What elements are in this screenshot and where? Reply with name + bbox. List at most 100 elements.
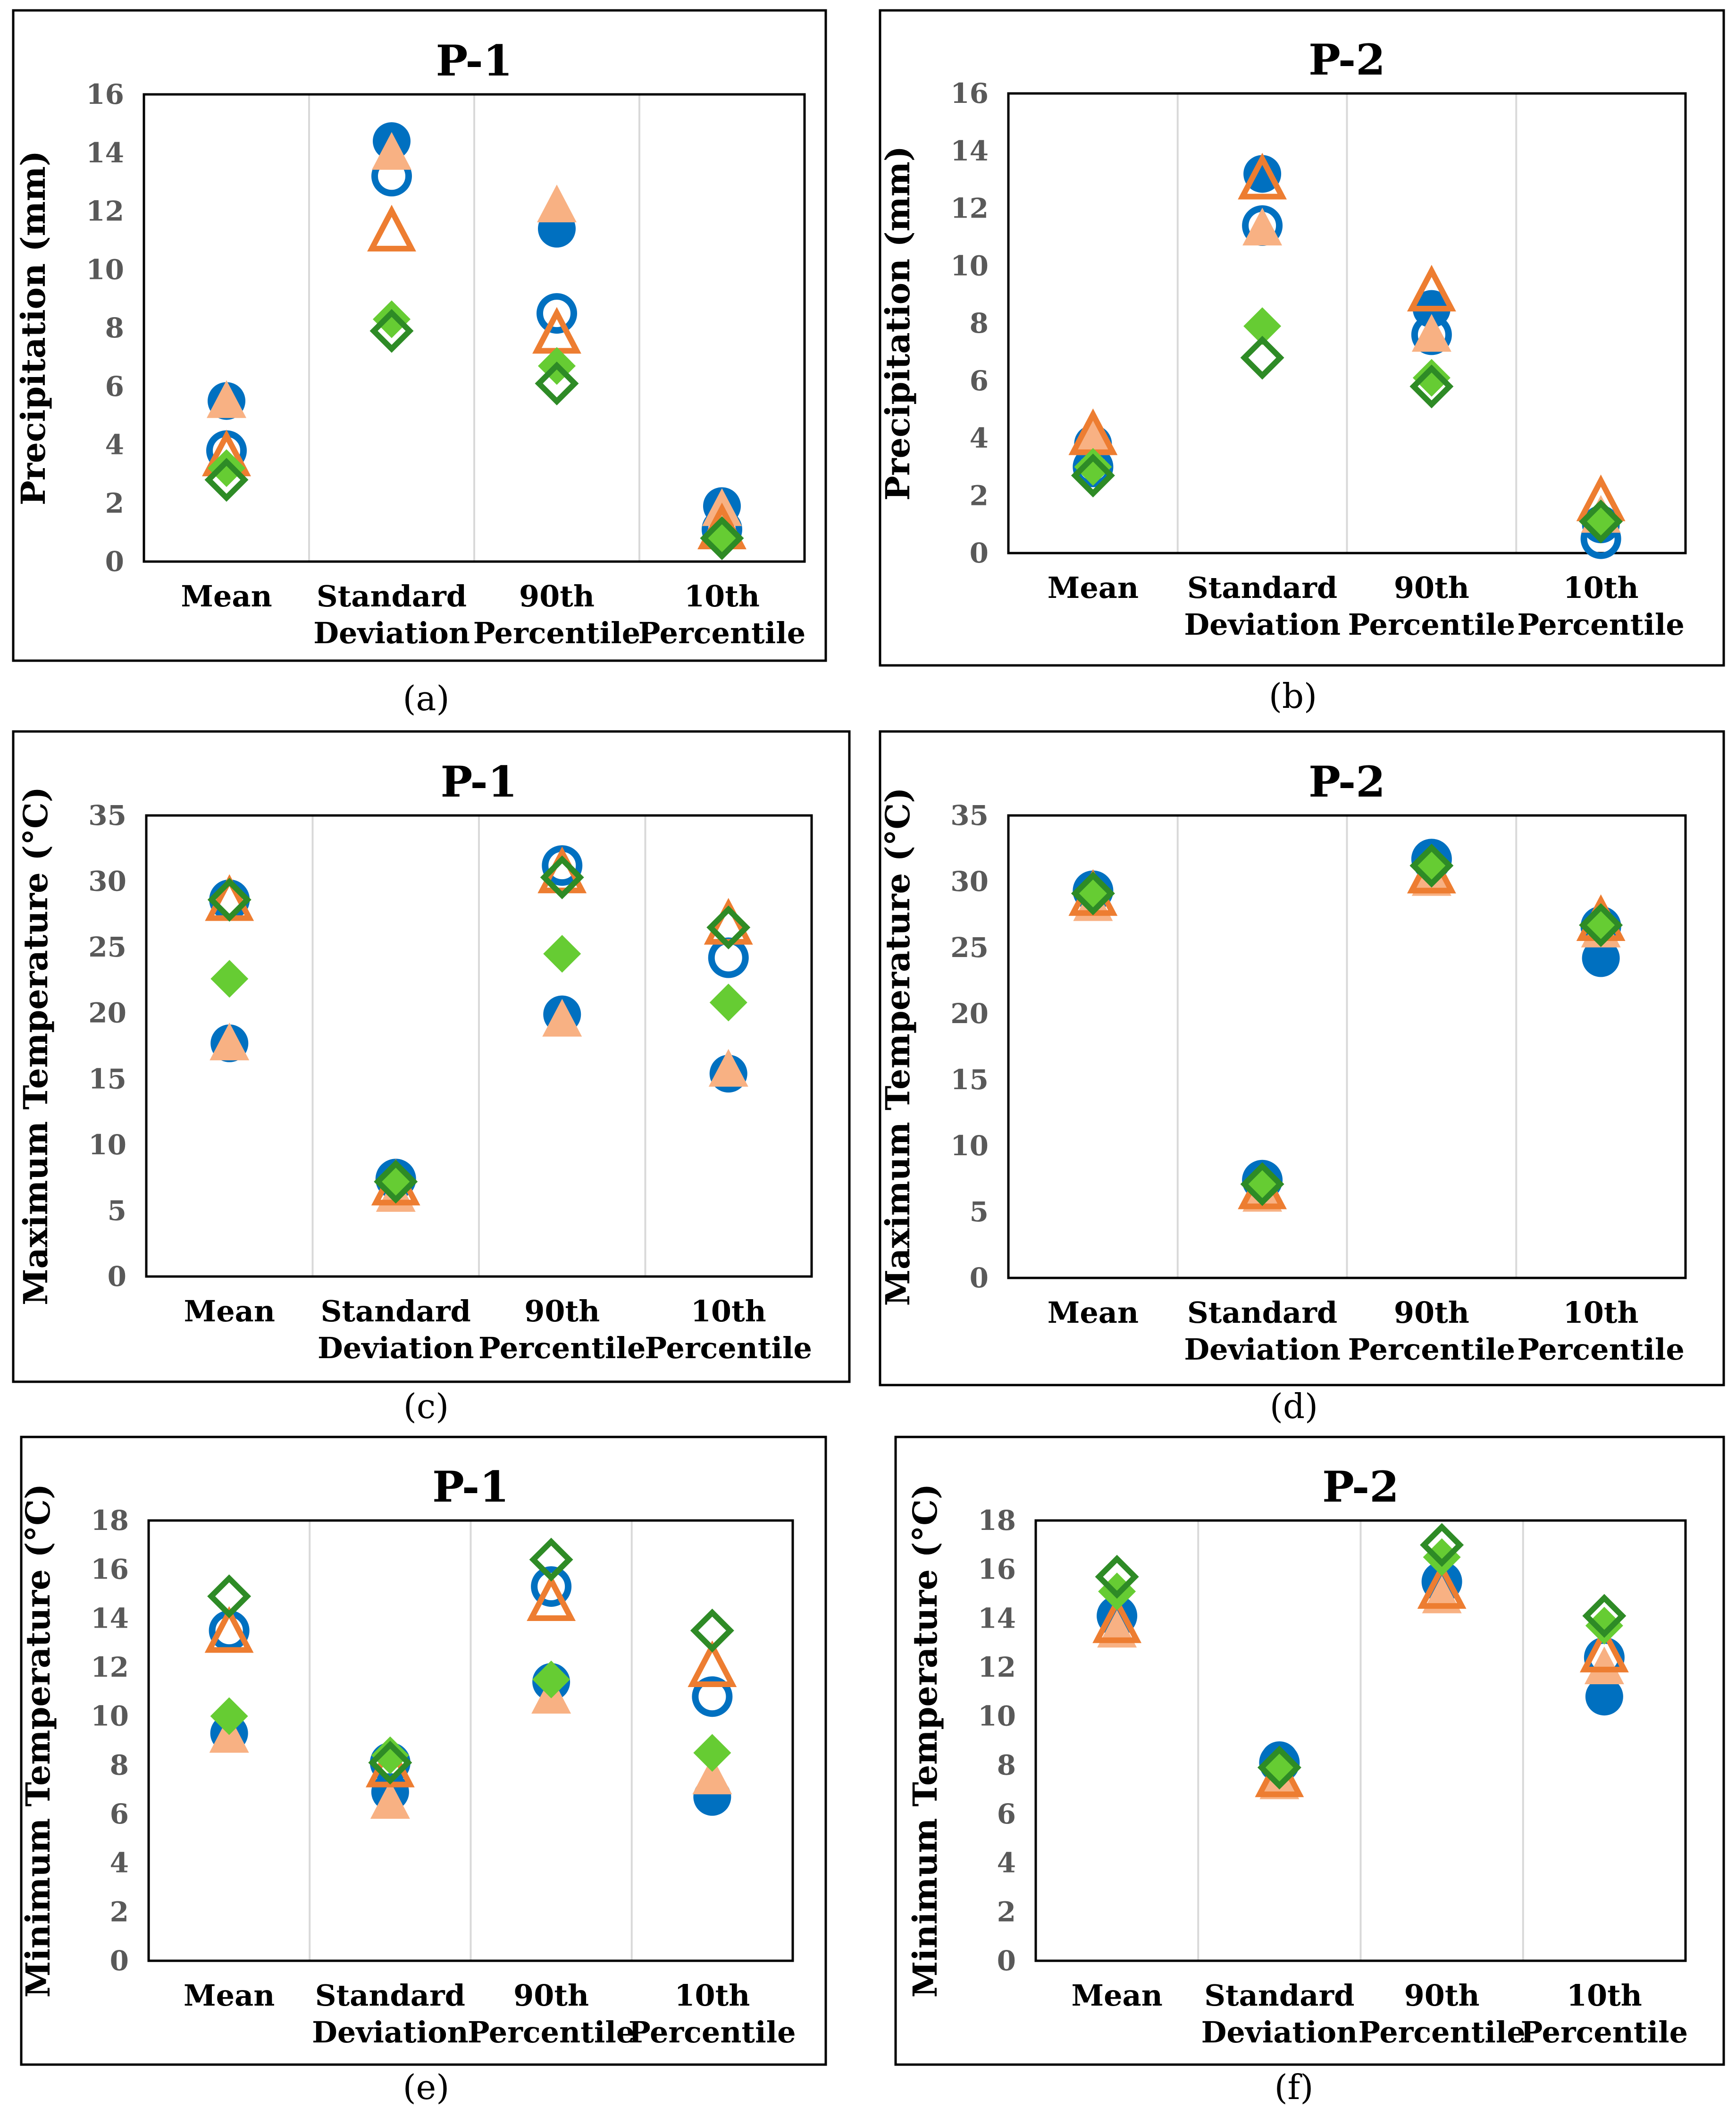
- x-category-label: Standard: [1204, 1978, 1354, 2013]
- x-category-label: Standard: [315, 1978, 465, 2013]
- chart-title: P-2: [1308, 757, 1385, 807]
- y-tick-label: 16: [978, 1554, 1016, 1586]
- series-markers: [1068, 839, 1626, 1212]
- x-category-label: Percentile: [478, 1331, 646, 1365]
- y-tick-label: 0: [108, 1260, 126, 1293]
- chart-title: P-1: [436, 36, 513, 86]
- data-point-s3: [708, 1049, 748, 1087]
- x-category-label: Deviation: [1184, 607, 1341, 642]
- y-tick-label: 25: [88, 931, 126, 963]
- data-point-s3: [537, 185, 577, 223]
- x-category-label: Percentile: [638, 616, 806, 650]
- data-point-s4: [1092, 1596, 1142, 1643]
- y-tick-label: 18: [978, 1504, 1016, 1537]
- y-tick-label: 0: [105, 546, 124, 578]
- data-point-s6: [1582, 1594, 1627, 1638]
- y-tick-label: 6: [105, 370, 124, 403]
- y-tick-label: 10: [86, 253, 124, 286]
- data-point-s5: [1243, 307, 1282, 345]
- data-point-s6: [207, 878, 252, 922]
- y-tick-label: 25: [950, 932, 989, 964]
- y-tick-label: 20: [950, 998, 989, 1030]
- data-point-s6: [700, 516, 744, 560]
- data-point-s2: [531, 1566, 572, 1607]
- chart-title: P-1: [432, 1462, 509, 1512]
- data-point-s2: [537, 293, 577, 334]
- panel-frame: [12, 730, 851, 1383]
- data-point-s4: [527, 1574, 576, 1621]
- y-tick-label: 8: [997, 1749, 1016, 1781]
- data-point-s4: [688, 1640, 737, 1687]
- y-axis-label: Precipitation (mm): [14, 151, 53, 505]
- y-tick-label: 14: [91, 1602, 129, 1634]
- y-tick-label: 4: [997, 1847, 1016, 1879]
- data-point-s5: [693, 1734, 731, 1772]
- y-tick-label: 10: [950, 1130, 989, 1162]
- data-point-s6: [1071, 454, 1115, 498]
- data-point-s4: [204, 1606, 254, 1653]
- y-tick-label: 0: [110, 1945, 129, 1977]
- data-point-s6: [706, 905, 751, 949]
- x-category-label: 10th: [1563, 1295, 1639, 1330]
- data-point-s6: [1420, 1523, 1464, 1567]
- y-tick-label: 2: [997, 1896, 1016, 1928]
- series-markers: [1068, 152, 1626, 559]
- y-tick-label: 4: [110, 1847, 129, 1879]
- x-category-label: 10th: [684, 579, 760, 613]
- y-tick-label: 12: [91, 1651, 129, 1683]
- x-category-label: 10th: [1563, 571, 1639, 605]
- data-point-s6: [374, 1159, 418, 1204]
- x-category-label: 90th: [524, 1294, 600, 1328]
- data-point-s6: [1095, 1554, 1139, 1599]
- y-tick-label: 10: [978, 1700, 1016, 1732]
- x-category-label: 90th: [513, 1978, 589, 2013]
- x-category-label: Mean: [181, 579, 272, 613]
- x-category-label: Mean: [184, 1978, 275, 2013]
- panel-caption: (d): [1270, 1386, 1318, 1426]
- y-tick-label: 6: [997, 1798, 1016, 1830]
- data-point-s3: [542, 999, 582, 1037]
- data-point-s5: [208, 449, 245, 487]
- x-category-label: Percentile: [1358, 2015, 1526, 2049]
- y-tick-label: 10: [91, 1700, 129, 1732]
- y-tick-label: 2: [110, 1896, 129, 1928]
- panel-caption: (b): [1269, 676, 1317, 716]
- y-axis-label: Maximum Temperature (°C): [878, 788, 917, 1306]
- data-point-s5: [1585, 1606, 1623, 1645]
- x-category-label: 90th: [1404, 1978, 1480, 2013]
- chart-title: P-1: [441, 757, 518, 807]
- y-tick-label: 14: [978, 1602, 1016, 1634]
- data-point-s3: [692, 1756, 732, 1795]
- y-tick-label: 6: [970, 365, 989, 397]
- y-tick-label: 0: [997, 1945, 1016, 1977]
- data-point-s4: [1407, 265, 1456, 312]
- x-category-label: Standard: [1187, 571, 1337, 605]
- y-tick-label: 8: [110, 1749, 129, 1781]
- panel-frame: [20, 1436, 827, 2066]
- y-tick-label: 5: [108, 1194, 126, 1226]
- data-point-s6: [535, 361, 579, 406]
- y-tick-label: 15: [88, 1063, 126, 1095]
- x-category-label: Percentile: [629, 2015, 796, 2049]
- data-point-s6: [369, 309, 414, 353]
- series-markers: [1092, 1523, 1629, 1799]
- data-point-s5: [543, 935, 581, 973]
- panel-caption: (a): [403, 679, 449, 718]
- y-tick-label: 12: [978, 1651, 1016, 1683]
- x-category-label: Deviation: [318, 1331, 474, 1365]
- y-axis-label: Minimum Temperature (°C): [906, 1484, 945, 1998]
- series-markers: [202, 122, 746, 560]
- y-tick-label: 18: [91, 1504, 129, 1537]
- plot-area: [147, 1519, 794, 1962]
- x-category-label: Standard: [317, 579, 467, 613]
- data-point-s5: [532, 1660, 570, 1698]
- y-tick-label: 0: [970, 537, 989, 569]
- data-point-s4: [1579, 1625, 1629, 1672]
- data-point-s3: [1584, 1646, 1624, 1684]
- y-tick-label: 35: [950, 799, 989, 832]
